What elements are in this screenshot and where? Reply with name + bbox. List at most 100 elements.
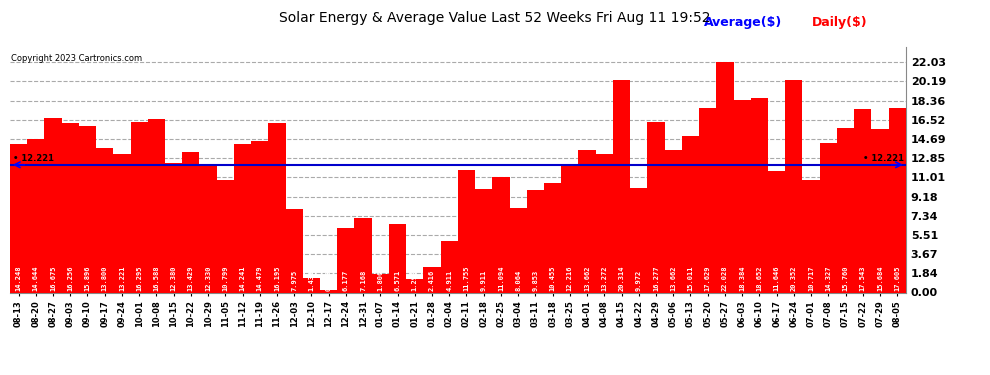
Text: 15.011: 15.011 bbox=[687, 266, 693, 291]
Text: 16.295: 16.295 bbox=[136, 266, 143, 291]
Bar bbox=[492, 177, 510, 292]
Text: 9.972: 9.972 bbox=[636, 270, 642, 291]
Bar bbox=[510, 208, 527, 292]
Bar bbox=[217, 180, 234, 292]
Bar bbox=[27, 140, 45, 292]
Bar bbox=[441, 241, 458, 292]
Text: 11.646: 11.646 bbox=[773, 266, 780, 291]
Bar bbox=[682, 136, 699, 292]
Text: 1.806: 1.806 bbox=[377, 270, 383, 291]
Bar bbox=[148, 119, 165, 292]
Text: 10.455: 10.455 bbox=[549, 266, 555, 291]
Text: 13.662: 13.662 bbox=[670, 266, 676, 291]
Text: 16.675: 16.675 bbox=[50, 266, 56, 291]
Text: 13.221: 13.221 bbox=[119, 266, 125, 291]
Text: 17.605: 17.605 bbox=[894, 266, 900, 291]
Text: 1.293: 1.293 bbox=[412, 270, 418, 291]
Text: 11.094: 11.094 bbox=[498, 266, 504, 291]
Text: 10.799: 10.799 bbox=[223, 266, 229, 291]
Text: 13.800: 13.800 bbox=[102, 266, 108, 291]
Bar bbox=[889, 108, 906, 292]
Text: 18.652: 18.652 bbox=[756, 266, 762, 291]
Bar bbox=[285, 209, 303, 292]
Text: Daily($): Daily($) bbox=[812, 16, 867, 29]
Bar bbox=[561, 165, 578, 292]
Text: 4.911: 4.911 bbox=[446, 270, 452, 291]
Text: 17.629: 17.629 bbox=[705, 266, 711, 291]
Text: 14.241: 14.241 bbox=[240, 266, 246, 291]
Bar bbox=[544, 183, 561, 292]
Bar bbox=[527, 189, 545, 292]
Text: 12.216: 12.216 bbox=[567, 266, 573, 291]
Bar bbox=[303, 278, 320, 292]
Text: 16.277: 16.277 bbox=[653, 266, 659, 291]
Bar bbox=[165, 163, 182, 292]
Bar bbox=[734, 100, 750, 292]
Bar bbox=[837, 128, 854, 292]
Bar bbox=[578, 150, 596, 292]
Text: 7.975: 7.975 bbox=[291, 270, 297, 291]
Text: Average($): Average($) bbox=[704, 16, 782, 29]
Text: 13.662: 13.662 bbox=[584, 266, 590, 291]
Text: 9.853: 9.853 bbox=[533, 270, 539, 291]
Text: 13.272: 13.272 bbox=[601, 266, 607, 291]
Bar bbox=[371, 274, 389, 292]
Bar bbox=[406, 279, 424, 292]
Text: 14.479: 14.479 bbox=[256, 266, 262, 291]
Text: 14.644: 14.644 bbox=[33, 266, 39, 291]
Bar bbox=[871, 129, 889, 292]
Text: 22.028: 22.028 bbox=[722, 266, 728, 291]
Bar bbox=[338, 228, 354, 292]
Text: • 12.221: • 12.221 bbox=[13, 154, 54, 163]
Bar bbox=[113, 154, 131, 292]
Bar bbox=[664, 150, 682, 292]
Text: 16.256: 16.256 bbox=[67, 266, 73, 291]
Bar bbox=[354, 217, 371, 292]
Bar bbox=[251, 141, 268, 292]
Bar bbox=[458, 170, 475, 292]
Text: 2.416: 2.416 bbox=[429, 270, 435, 291]
Text: 14.248: 14.248 bbox=[16, 266, 22, 291]
Text: 14.327: 14.327 bbox=[826, 266, 832, 291]
Bar bbox=[768, 171, 785, 292]
Text: 1.431: 1.431 bbox=[309, 270, 315, 291]
Text: 6.177: 6.177 bbox=[343, 270, 348, 291]
Text: 15.684: 15.684 bbox=[877, 266, 883, 291]
Bar bbox=[750, 98, 768, 292]
Text: 11.755: 11.755 bbox=[463, 266, 469, 291]
Bar bbox=[79, 126, 96, 292]
Bar bbox=[320, 290, 338, 292]
Bar bbox=[613, 80, 631, 292]
Text: 6.571: 6.571 bbox=[395, 270, 401, 291]
Bar bbox=[199, 164, 217, 292]
Bar bbox=[854, 109, 871, 292]
Text: 15.760: 15.760 bbox=[842, 266, 848, 291]
Text: • 12.221: • 12.221 bbox=[863, 154, 904, 163]
Bar bbox=[424, 267, 441, 292]
Text: 18.384: 18.384 bbox=[740, 266, 745, 291]
Bar bbox=[596, 154, 613, 292]
Bar bbox=[10, 144, 27, 292]
Bar bbox=[45, 118, 61, 292]
Text: 8.064: 8.064 bbox=[515, 270, 521, 291]
Bar bbox=[785, 80, 803, 292]
Text: Copyright 2023 Cartronics.com: Copyright 2023 Cartronics.com bbox=[11, 54, 142, 63]
Bar bbox=[131, 122, 148, 292]
Bar bbox=[268, 123, 285, 292]
Bar bbox=[96, 148, 113, 292]
Bar bbox=[631, 188, 647, 292]
Bar bbox=[647, 122, 664, 292]
Text: 20.314: 20.314 bbox=[619, 266, 625, 291]
Text: 7.168: 7.168 bbox=[360, 270, 366, 291]
Text: 12.380: 12.380 bbox=[170, 266, 176, 291]
Bar bbox=[182, 152, 199, 292]
Text: 0.243: 0.243 bbox=[326, 270, 332, 291]
Bar bbox=[820, 143, 837, 292]
Bar bbox=[699, 108, 717, 292]
Bar bbox=[389, 224, 406, 292]
Text: 16.588: 16.588 bbox=[153, 266, 159, 291]
Bar bbox=[234, 144, 251, 292]
Text: 17.543: 17.543 bbox=[859, 266, 866, 291]
Text: 12.330: 12.330 bbox=[205, 266, 211, 291]
Text: 10.717: 10.717 bbox=[808, 266, 814, 291]
